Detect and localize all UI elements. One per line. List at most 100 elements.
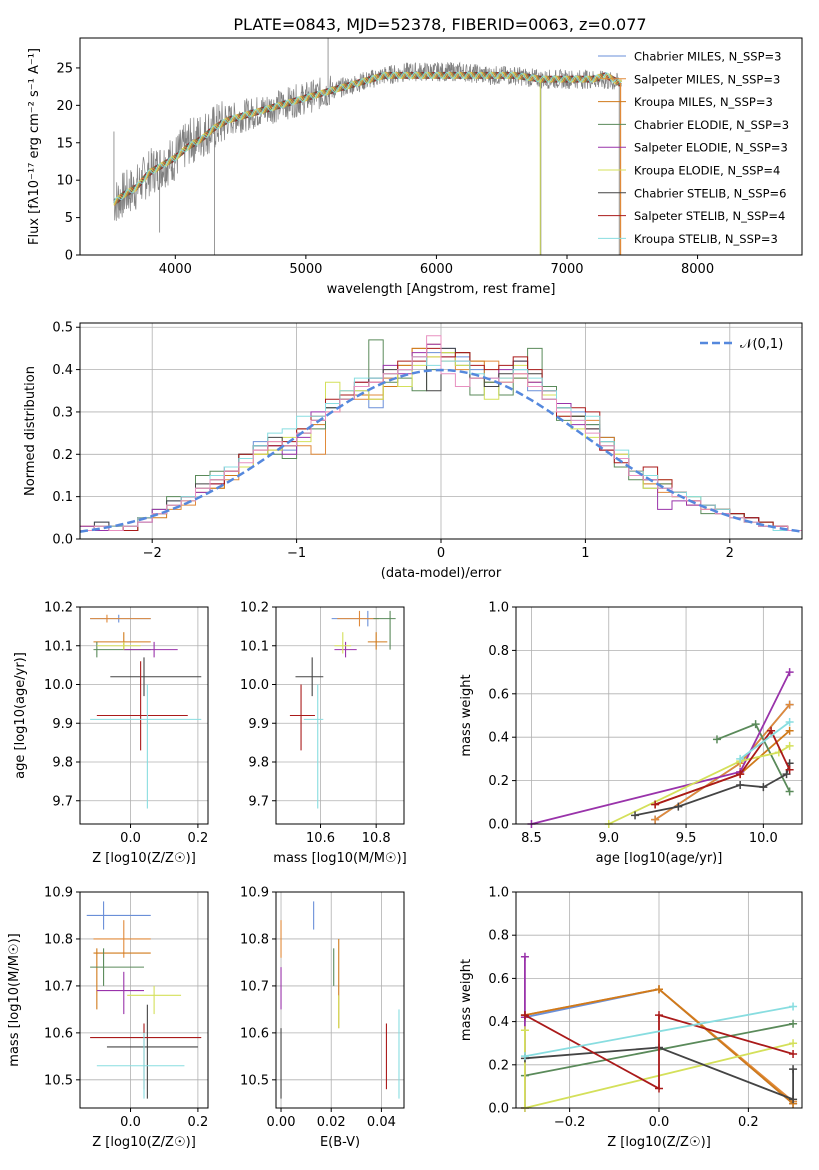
y-tick-label: 10.2 [44,601,73,616]
axes-frame [79,606,209,825]
figure-title: PLATE=0843, MJD=52378, FIBERID=0063, z=0… [233,15,646,34]
mass-weight-line [654,730,791,806]
x-tick-label: 0.00 [267,1115,296,1130]
y-tick-label: 10.7 [240,979,269,994]
y-tick-label: 0.0 [488,1102,509,1117]
plot-area [113,38,623,255]
error-bar-point [86,901,151,930]
y-axis-label: mass [log10(M/M☉)] [7,933,22,1066]
error-bar-point [90,948,144,986]
error-bar-point [90,684,202,809]
x-tick-label: −1 [287,546,306,561]
error-bar-point [295,657,324,697]
plus-marker [520,1026,529,1035]
y-tick-label: 0.2 [488,1058,509,1073]
legend-label: Salpeter STELIB, N_SSP=4 [634,209,785,223]
plus-marker [785,741,794,750]
legend-label: Salpeter MILES, N_SSP=3 [634,72,780,86]
axes-frame [515,606,803,825]
y-tick-label: 9.9 [52,717,73,732]
panel-residuals: −2 −1 0 1 2 0.0 0.1 0.2 0.3 0.4 0.5 (data-model)/er… [23,321,803,581]
y-tick-label: 0.4 [488,731,509,746]
y-tick-label: 0.0 [488,818,509,833]
error-bar-point [373,610,396,650]
y-tick-label: 0 [65,249,73,264]
y-tick-label: 0.5 [52,321,73,336]
x-tick-label: 0.04 [367,1115,396,1130]
axes-frame [79,37,803,256]
x-tick-label: 0.02 [317,1115,346,1130]
y-tick-label: 10.0 [44,678,73,693]
legend-label: Kroupa STELIB, N_SSP=3 [634,232,778,246]
y-tick-label: 10.9 [44,886,73,901]
y-tick-label: 10.1 [44,639,73,654]
y-tick-label: 5 [65,211,73,226]
y-tick-label: 0.1 [52,490,73,505]
mass-weight-line [654,728,791,806]
mass-weight-line [739,721,791,760]
x-tick-label: 10.0 [749,831,778,846]
axes-frame [275,606,405,825]
plus-marker [785,718,794,727]
y-tick-label: 9.7 [52,794,73,809]
error-bar-point [110,657,202,697]
mass-weight-line [608,745,791,825]
error-bar-point [337,610,379,627]
y-tick-label: 1.0 [488,601,509,616]
plus-marker [785,787,794,796]
axes-frame [515,891,803,1109]
x-axis-label: wavelength [Angstrom, rest frame] [327,282,556,297]
plus-marker [789,1019,798,1028]
y-tick-label: 10.5 [44,1073,73,1088]
x-tick-label: 0.0 [120,1115,141,1130]
y-tick-label: 10.7 [44,979,73,994]
x-tick-label: 0.2 [738,1115,759,1130]
mass-weight-line [654,704,791,821]
x-tick-label: 9.0 [598,831,619,846]
y-tick-label: 0.6 [488,972,509,987]
mass-weight-line [524,1013,794,1091]
plus-marker [631,811,640,820]
y-tick-label: 15 [56,136,73,151]
error-bar-point [93,920,151,958]
plot-area [280,901,400,1099]
y-axis-label: age [log10(age/yr)] [13,652,28,779]
plot-area [80,335,802,539]
y-axis-label: Flux [fλ10⁻¹⁷ erg cm⁻² s⁻¹ A⁻¹] [27,48,42,245]
plus-marker [674,802,683,811]
error-bar-point [123,641,178,658]
plus-marker [785,668,794,677]
y-tick-label: 10.2 [240,601,269,616]
plus-marker [785,726,794,735]
y-tick-label: 0.6 [488,687,509,702]
error-bar-point [96,661,188,751]
axes-frame [79,891,209,1109]
error-bar-point [289,684,315,751]
plus-marker [736,754,745,763]
x-tick-label: −2 [143,546,162,561]
x-tick-label: 0.2 [188,831,209,846]
y-tick-label: 0.0 [52,533,73,548]
x-tick-label: 0.2 [188,1115,209,1130]
plus-marker [655,1084,663,1093]
error-bar-point [90,614,151,623]
panel-spectrum: 4000 5000 6000 7000 8000 0 5 10 15 20 25 wavelength… [27,37,803,297]
plus-marker [736,780,745,789]
legend-label: 𝒩(0,1) [740,337,783,352]
panel-mass-vs-z: 0.0 0.2 10.5 10.6 10.7 10.8 10.9 Z [log10(Z/Z☉)… [7,886,209,1150]
error-bar-point [90,1023,202,1090]
legend-label: Chabrier MILES, N_SSP=3 [634,50,781,64]
x-tick-label: 10.8 [362,831,391,846]
normal-curve [80,368,802,533]
error-bar-point [96,641,141,650]
panel-mass-vs-ebv: 0.00 0.02 0.04 10.5 10.6 10.7 10.8 10.9 E(B-V) [240,886,405,1150]
mass-weight-line [524,1005,794,1058]
y-tick-label: 10.6 [240,1026,269,1041]
x-axis-label: E(B-V) [320,1135,360,1150]
panel-mass-weight-vs-age: 8.5 9.0 9.5 10.0 0.0 0.2 0.4 0.6 0.8 1.0 age [log1… [459,601,803,866]
y-tick-label: 10.8 [240,932,269,947]
observed-spectrum [113,61,620,221]
plus-marker [712,735,721,744]
mass-weight-line [524,1046,794,1101]
